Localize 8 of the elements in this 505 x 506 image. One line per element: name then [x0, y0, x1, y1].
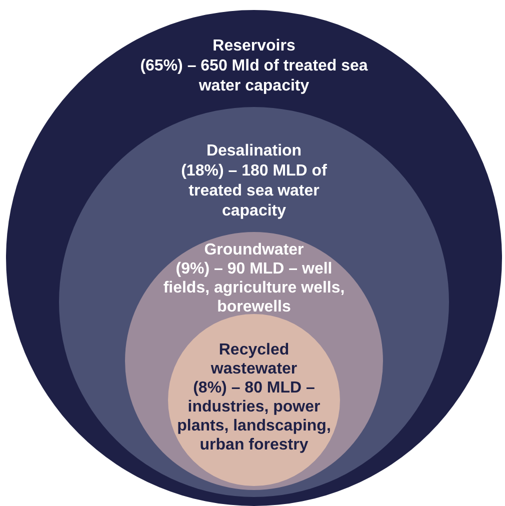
category-label: Reservoirs — [212, 37, 296, 54]
category-label: Recycled wastewater — [210, 341, 298, 378]
data-label: (18%) – 180 MLD of treated sea water capacity — [181, 162, 328, 220]
category-label: Desalination — [206, 142, 302, 160]
category-label: Groundwater — [204, 241, 304, 258]
data-label: (8%) – 80 MLD – industries, power plants, landscaping, urban forestry — [177, 379, 331, 454]
data-label: (65%) – 650 Mld of treated sea water capacity — [140, 57, 368, 94]
data-label: (9%) – 90 MLD – well fields, agriculture wells, borewells — [163, 260, 345, 316]
